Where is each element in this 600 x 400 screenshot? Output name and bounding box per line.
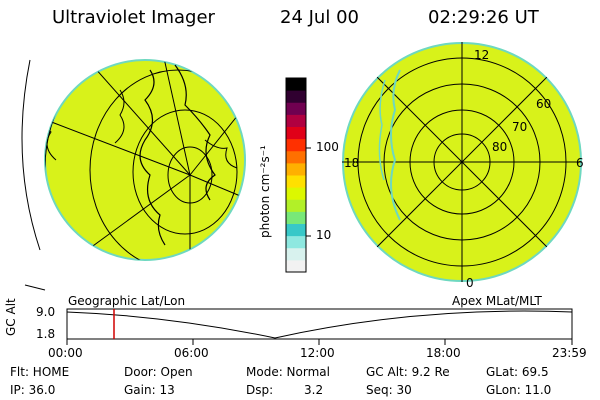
- colorbar-segment: [286, 150, 306, 164]
- time-label: 02:29:26 UT: [428, 7, 539, 28]
- colorbar-segment: [286, 259, 306, 273]
- mlat-label-60: 60: [536, 97, 552, 111]
- colorbar-segment: [286, 199, 306, 212]
- timeline-axis-label: GC Alt: [4, 298, 18, 336]
- colorbar-segment: [286, 138, 306, 152]
- colorbar-segment: [286, 126, 306, 140]
- left-panel-label: Geographic Lat/Lon: [68, 294, 186, 308]
- colorbar-segment: [286, 211, 306, 224]
- status-gain: Gain: 13: [124, 383, 175, 397]
- date-label: 24 Jul 00: [280, 7, 359, 28]
- status-mode: Mode: Normal: [246, 365, 330, 379]
- mlt-label-12: 12: [474, 48, 490, 62]
- status-ip: IP: 36.0: [10, 383, 56, 397]
- mlat-label-70: 70: [512, 120, 528, 134]
- colorbar-segment: [286, 78, 306, 91]
- colorbar-segment: [286, 114, 306, 127]
- timeline-xtick-1: 06:00: [174, 346, 209, 360]
- status-gc-alt: GC Alt: 9.2 Re: [366, 365, 450, 379]
- colorbar-segment: [286, 235, 306, 249]
- colorbar-unit-label: photon cm⁻²s⁻¹: [258, 145, 272, 238]
- status-flt: Flt: HOME: [10, 365, 70, 379]
- mlt-label-6: 6: [576, 156, 584, 170]
- colorbar-segment: [286, 223, 306, 237]
- geographic-disk: [21, 59, 246, 291]
- status-glat: GLat: 69.5: [486, 365, 549, 379]
- magnetic-disk: [342, 42, 582, 282]
- timeline-xtick-4: 23:59: [552, 346, 587, 360]
- colorbar-tick-10: 10: [316, 228, 332, 242]
- timeline-ymin: 1.8: [36, 327, 56, 341]
- colorbar-tick-100: 100: [316, 140, 339, 154]
- status-dsp-value: 3.2: [304, 383, 324, 397]
- colorbar-segment: [286, 175, 306, 188]
- status-seq: Seq: 30: [366, 383, 412, 397]
- colorbar-segment: [286, 162, 306, 176]
- instrument-title: Ultraviolet Imager: [52, 7, 215, 28]
- mlt-label-0: 0: [466, 276, 474, 290]
- colorbar-segment: [286, 90, 306, 103]
- timeline-xtick-2: 12:00: [300, 346, 335, 360]
- colorbar: [285, 77, 311, 273]
- colorbar-frame: [285, 77, 307, 273]
- mlat-label-80: 80: [492, 140, 508, 154]
- timeline-plot: [66, 308, 573, 345]
- timeline-xtick-0: 00:00: [48, 346, 83, 360]
- status-door: Door: Open: [124, 365, 193, 379]
- mlt-label-18: 18: [344, 156, 360, 170]
- right-panel-label: Apex MLat/MLT: [452, 294, 542, 308]
- status-glon: GLon: 11.0: [486, 383, 552, 397]
- status-dsp-label: Dsp:: [246, 383, 274, 397]
- timeline-ymax: 9.0: [36, 305, 56, 319]
- timeline-xtick-3: 18:00: [426, 346, 461, 360]
- colorbar-segment: [286, 247, 306, 261]
- colorbar-segment: [286, 187, 306, 200]
- colorbar-segment: [286, 102, 306, 115]
